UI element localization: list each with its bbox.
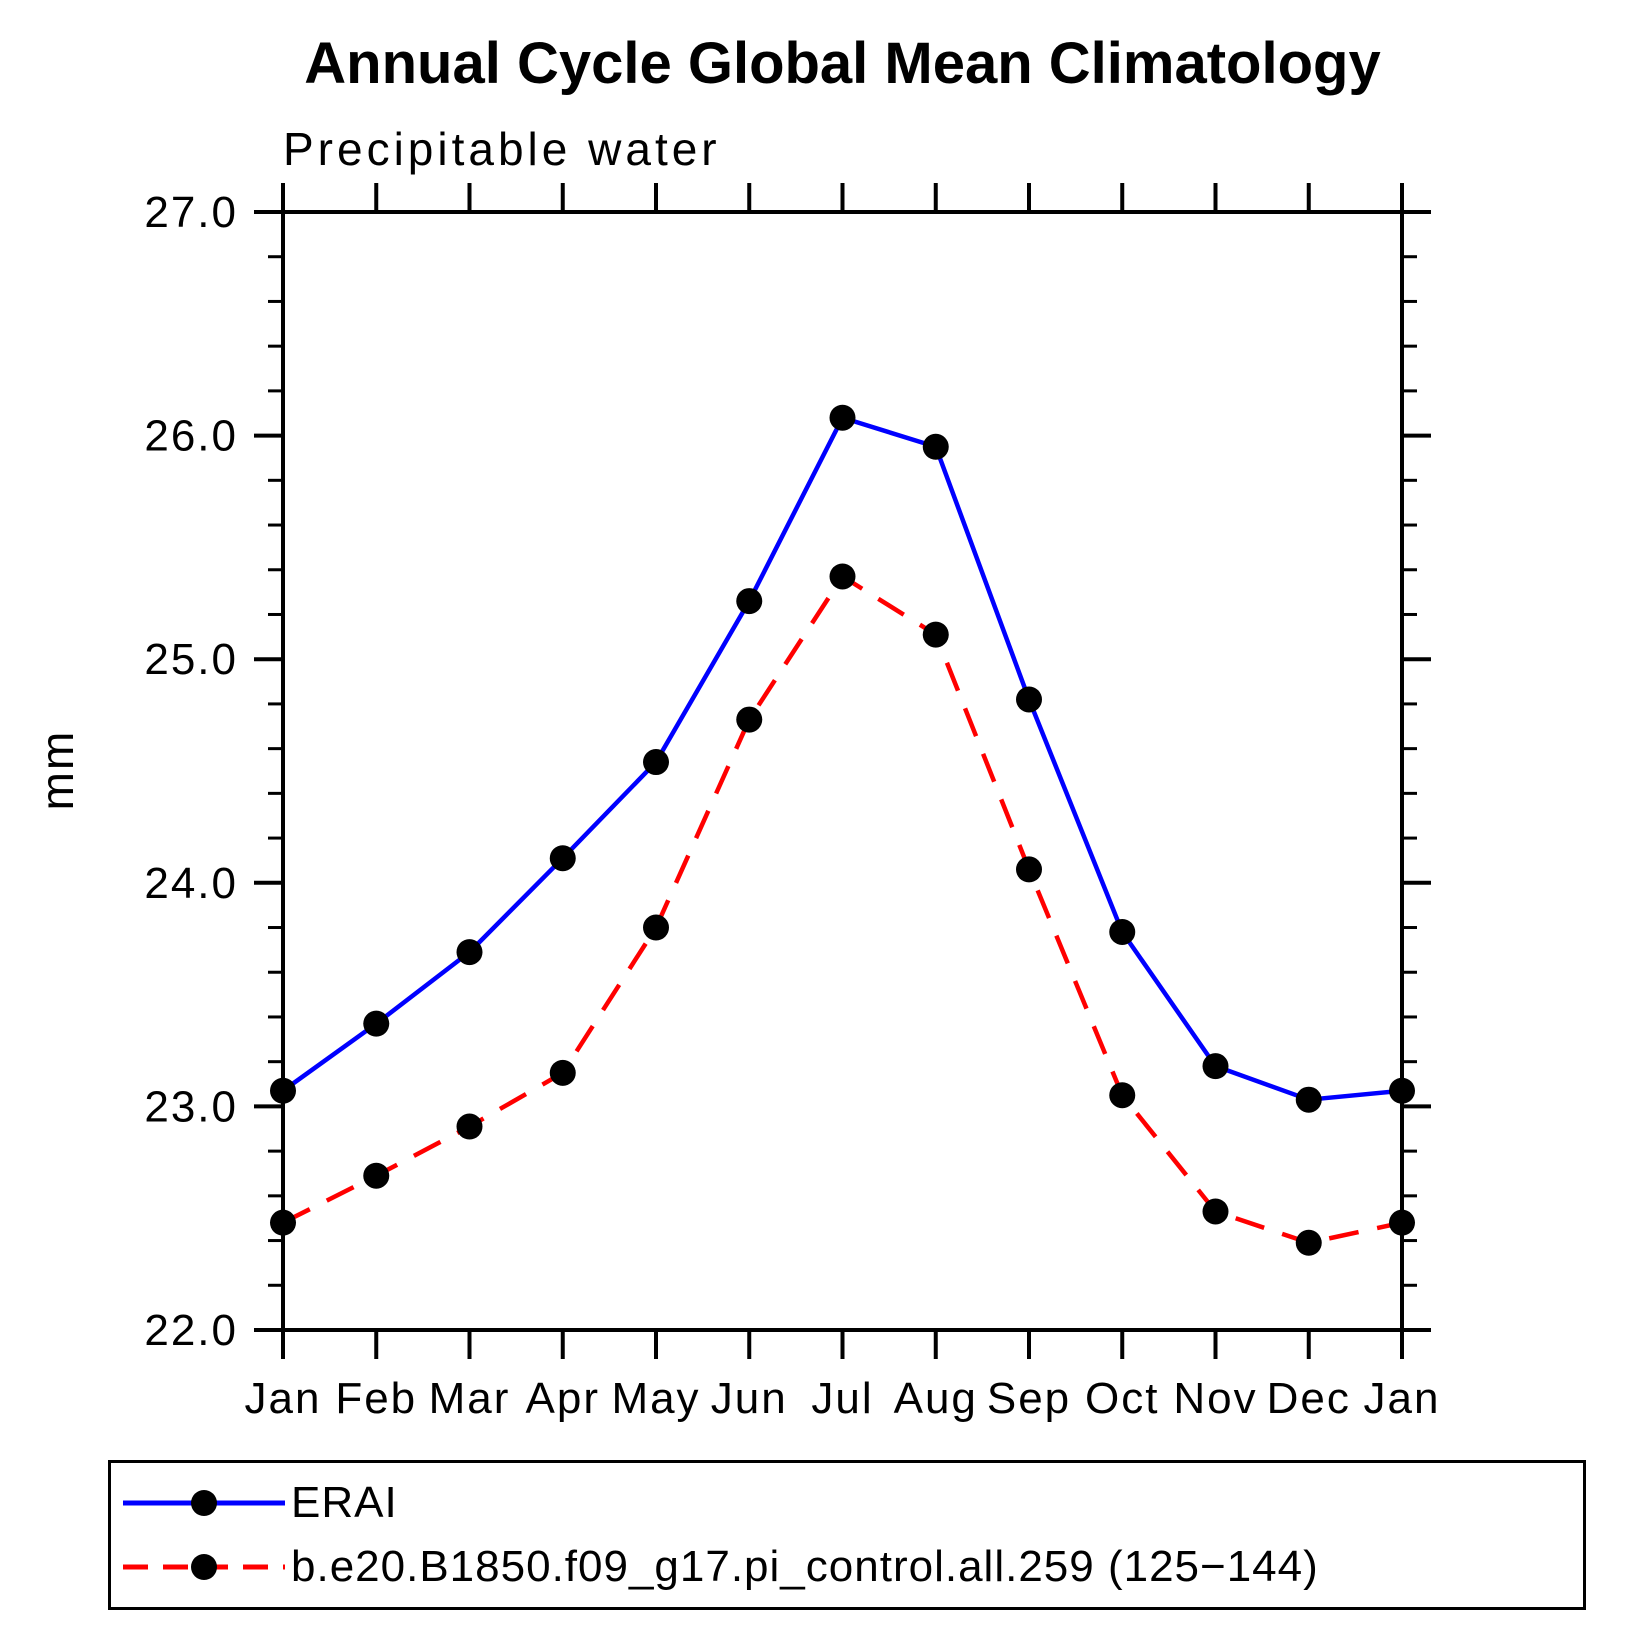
x-tick-label: Dec bbox=[1267, 1374, 1351, 1423]
data-point-marker bbox=[922, 433, 949, 460]
data-point-marker bbox=[1016, 856, 1042, 883]
y-tick-label: 25.0 bbox=[144, 635, 238, 684]
legend-item-model: b.e20.B1850.f09_g17.pi_control.all.259 (… bbox=[119, 1543, 1583, 1591]
y-tick-label: 22.0 bbox=[144, 1306, 238, 1355]
x-tick-label: Feb bbox=[335, 1374, 417, 1423]
data-point-marker bbox=[829, 563, 856, 590]
data-point-marker bbox=[1389, 1077, 1415, 1104]
data-point-marker bbox=[1295, 1086, 1322, 1113]
data-point-marker bbox=[736, 588, 763, 615]
x-tick-label: Oct bbox=[1085, 1374, 1159, 1423]
y-tick-label: 27.0 bbox=[144, 188, 238, 237]
legend: ERAI b.e20.B1850.f09_g17.pi_control.all.… bbox=[108, 1460, 1586, 1610]
x-tick-label: Mar bbox=[429, 1374, 511, 1423]
chart-subtitle: Precipitable water bbox=[283, 123, 721, 175]
x-tick-label: Nov bbox=[1173, 1374, 1257, 1423]
x-tick-label: Aug bbox=[894, 1374, 978, 1423]
data-point-marker bbox=[549, 1059, 576, 1086]
data-point-marker bbox=[456, 1113, 483, 1140]
data-point-marker bbox=[736, 706, 763, 733]
data-point-marker bbox=[922, 621, 949, 648]
data-point-marker bbox=[1389, 1209, 1415, 1236]
data-point-marker bbox=[1202, 1053, 1229, 1080]
data-point-marker bbox=[643, 749, 669, 776]
x-tick-label: Jan bbox=[1364, 1374, 1441, 1423]
y-axis-title: mm bbox=[31, 729, 83, 811]
x-tick-label: Sep bbox=[987, 1374, 1071, 1423]
x-tick-label: Jul bbox=[811, 1374, 873, 1423]
data-point-marker bbox=[363, 1010, 390, 1037]
data-point-marker bbox=[1295, 1229, 1322, 1256]
x-tick-label: May bbox=[611, 1374, 700, 1423]
data-point-marker bbox=[829, 404, 856, 431]
series-line-erai bbox=[281, 415, 1403, 1102]
data-point-marker bbox=[270, 1077, 296, 1104]
y-tick-label: 23.0 bbox=[144, 1082, 238, 1131]
y-tick-label: 26.0 bbox=[144, 412, 238, 461]
x-tick-label: Jan bbox=[245, 1374, 322, 1423]
data-point-marker bbox=[270, 1209, 296, 1236]
legend-sample-solid-line bbox=[123, 1490, 285, 1516]
data-point-marker bbox=[549, 845, 576, 872]
y-tick-label: 24.0 bbox=[144, 859, 238, 908]
data-point-marker bbox=[1109, 918, 1136, 945]
data-point-marker bbox=[363, 1162, 390, 1189]
x-tick-label: Jun bbox=[711, 1374, 788, 1423]
data-point-marker bbox=[1016, 686, 1042, 713]
data-point-marker bbox=[643, 914, 669, 941]
legend-item-erai: ERAI bbox=[119, 1479, 1583, 1527]
legend-sample-dashed-line bbox=[123, 1554, 285, 1580]
data-point-marker bbox=[1202, 1198, 1229, 1225]
plot-frame bbox=[281, 210, 1404, 1332]
series-line-model bbox=[281, 574, 1403, 1246]
legend-label-erai: ERAI bbox=[291, 1478, 398, 1527]
x-tick-label: Apr bbox=[526, 1374, 600, 1423]
data-point-marker bbox=[456, 939, 483, 966]
data-point-marker bbox=[1109, 1082, 1136, 1109]
legend-label-model: b.e20.B1850.f09_g17.pi_control.all.259 (… bbox=[291, 1542, 1319, 1591]
chart-title: Annual Cycle Global Mean Climatology bbox=[304, 31, 1381, 96]
